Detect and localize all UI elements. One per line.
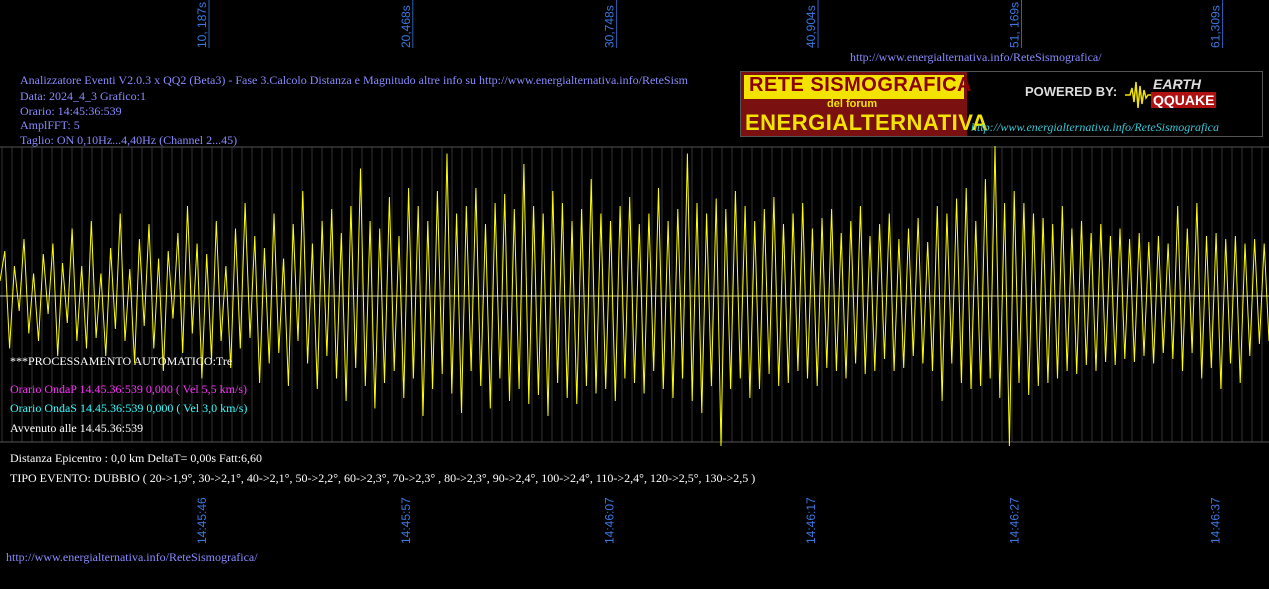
bottom-tick-label: 14:46:37 — [1209, 497, 1223, 544]
top-tick-label: 20,468s — [399, 5, 413, 48]
analyzer-title: Analizzatore Eventi V2.0.3 x QQ2 (Beta3)… — [20, 73, 688, 87]
signal-line — [0, 145, 1269, 447]
top-tick-label: 51, 169s — [1008, 2, 1022, 48]
onda-s-time: Orario OndaS 14.45.36:539 0,000 ( Vel 3,… — [10, 401, 248, 415]
top-tick-label: 40,904s — [804, 5, 818, 48]
bottom-tick-label: 14:45:46 — [195, 497, 209, 544]
logo-name: ENERGIALTERNATIVA — [745, 110, 989, 135]
amplfft-line: AmplFFT: 5 — [20, 118, 80, 132]
powered-by: POWERED BY: — [1025, 84, 1118, 99]
event-type: TIPO EVENTO: DUBBIO ( 20->1,9°, 30->2,1°… — [10, 471, 756, 485]
epicenter-distance: Distanza Epicentro : 0,0 km DeltaT= 0,00… — [10, 451, 263, 465]
time-ticks: 10, 187s 20,468s 30,748s 40,904s 51, 169s 61,… — [195, 0, 1224, 544]
bottom-tick-label: 14:46:07 — [603, 497, 617, 544]
top-tick-label: 10, 187s — [195, 2, 209, 48]
event-time: Avvenuto alle 14.45.36:539 — [10, 421, 144, 435]
top-tick-label: 61,309s — [1209, 5, 1223, 48]
grid — [0, 146, 1269, 443]
logo-banner — [744, 75, 964, 99]
processing-status: ***PROCESSAMENTO AUTOMATICO:Tre — [10, 354, 233, 368]
earth-text: EARTH — [1153, 76, 1201, 92]
logo-url[interactable]: http://www.energialternativa.info/ReteSi… — [971, 120, 1219, 134]
bottom-tick-label: 14:46:17 — [804, 497, 818, 544]
qquake-text: QQUAKE — [1151, 92, 1217, 108]
onda-p-time: Orario OndaP 14.45.36:539 0,000 ( Vel 5,… — [10, 382, 247, 396]
data-line: Data: 2024_4_3 Grafico:1 — [20, 89, 146, 103]
taglio-line: Taglio: ON 0,10Hz...4,40Hz (Channel 2...… — [20, 133, 238, 147]
top-url[interactable]: http://www.energialternativa.info/ReteSi… — [850, 50, 1102, 64]
seismic-wave-icon — [1125, 81, 1155, 109]
logo-subtitle: del forum — [827, 98, 878, 110]
signal-trace — [0, 145, 1269, 447]
orario-line: Orario: 14:45:36:539 — [20, 104, 122, 118]
bottom-tick-label: 14:46:27 — [1008, 497, 1022, 544]
footer-url[interactable]: http://www.energialternativa.info/ReteSi… — [6, 550, 258, 564]
top-tick-label: 30,748s — [603, 5, 617, 48]
rete-sismografica-logo[interactable]: RETE SISMOGRAFICA del forum ENERGIALTERN… — [740, 71, 1263, 137]
logo-title: RETE SISMOGRAFICA — [749, 74, 972, 96]
bottom-tick-label: 14:45:57 — [399, 497, 413, 544]
